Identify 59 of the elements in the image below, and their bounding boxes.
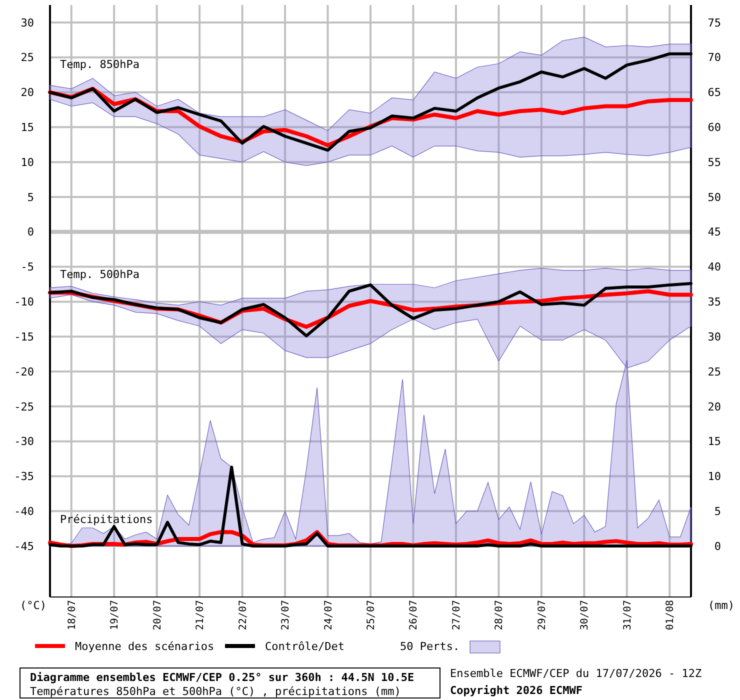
text: Diagramme ensembles ECMWF/CEP 0.25° sur 360h : 44.5N 10.5E <box>30 671 414 684</box>
x-tick-label: 23/07 <box>280 600 292 630</box>
y-tick-label: -15 <box>14 330 34 344</box>
y-tick-label: 5 <box>27 190 34 204</box>
x-tick-label: 27/07 <box>451 600 462 630</box>
y2-tick-label: 20 <box>708 400 721 414</box>
x-tick-label: 25/07 <box>366 600 377 630</box>
y-tick-label: 20 <box>20 86 34 100</box>
y-axis-title: (°C) <box>20 599 46 612</box>
y2-tick-label: 0 <box>714 540 721 553</box>
x-tick-label: 30/07 <box>580 600 591 630</box>
y-tick-label: -40 <box>14 504 34 518</box>
y2-tick-label: 5 <box>714 504 721 518</box>
text: Copyright 2026 ECMWF <box>450 684 582 697</box>
y2-tick-label: 70 <box>708 51 721 64</box>
x-tick-label: 28/07 <box>494 600 506 630</box>
y2-tick-label: 45 <box>708 226 721 239</box>
text: Ensemble ECMWF/CEP du 17/07/2026 - 12Z <box>450 667 702 680</box>
text: 50 Perts. <box>400 640 460 653</box>
x-tick-label: 18/07 <box>66 600 78 630</box>
annotation: Temp. 500hPa <box>60 268 140 281</box>
y2-tick-label: 50 <box>708 190 721 204</box>
y2-tick-label: 55 <box>708 156 721 169</box>
y2-tick-label: 10 <box>708 470 721 484</box>
x-tick-label: 01/08 <box>665 600 676 630</box>
x-tick-label: 26/07 <box>408 600 420 630</box>
y-tick-label: 30 <box>20 16 34 30</box>
y2-tick-label: 75 <box>708 16 721 30</box>
y2-tick-label: 60 <box>708 121 721 134</box>
y-tick-label: -30 <box>14 435 34 448</box>
x-tick-label: 19/07 <box>110 600 121 630</box>
y2-tick-label: 15 <box>708 435 721 448</box>
y2-tick-label: 40 <box>708 260 721 274</box>
y2-tick-label: 35 <box>708 296 721 309</box>
annotation: Précipitations <box>60 513 153 526</box>
legend-label: Moyenne des scénarios <box>75 640 214 653</box>
y2-axis-title: (mm) <box>708 599 734 612</box>
y-tick-label: -20 <box>14 365 34 378</box>
x-tick-label: 29/07 <box>536 600 548 630</box>
legend-label: Contrôle/Det <box>265 640 344 653</box>
x-tick-label: 20/07 <box>152 600 164 630</box>
y-tick-label: -45 <box>14 540 34 553</box>
y-tick-label: -35 <box>14 470 34 484</box>
x-tick-label: 24/07 <box>323 600 334 630</box>
x-tick-label: 31/07 <box>622 600 634 630</box>
annotation: Temp. 850hPa <box>60 58 140 71</box>
y-tick-label: 15 <box>20 121 34 134</box>
y-tick-label: 10 <box>20 156 34 169</box>
y2-tick-label: 25 <box>708 365 721 378</box>
y-tick-label: -10 <box>14 296 34 309</box>
y-tick-label: 25 <box>20 51 34 64</box>
y-tick-label: -5 <box>20 260 34 274</box>
text: Températures 850hPa et 500hPa (°C) , précipitations (mm) <box>30 685 401 698</box>
x-tick-label: 22/07 <box>238 600 249 630</box>
x-tick-label: 21/07 <box>195 600 206 630</box>
y2-tick-label: 65 <box>708 86 721 100</box>
y-tick-label: 0 <box>27 226 34 239</box>
y-tick-label: -25 <box>14 400 34 414</box>
y2-tick-label: 30 <box>708 330 721 344</box>
